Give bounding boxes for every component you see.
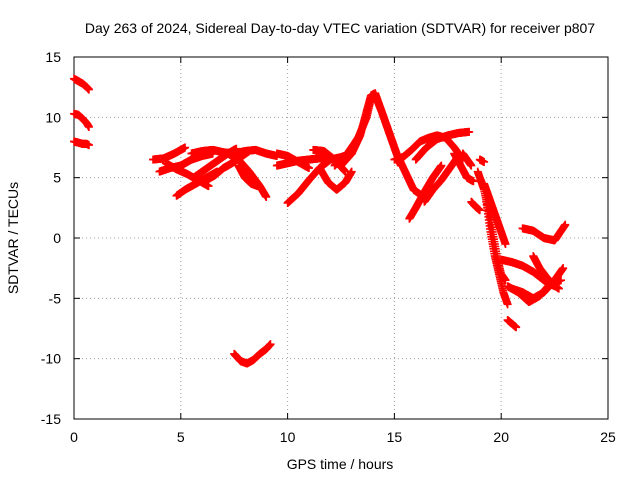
y-tick-label: 15 [45, 49, 61, 65]
x-tick-label: 10 [280, 429, 296, 445]
data-point [253, 182, 262, 191]
series-arc-02 [70, 109, 93, 131]
y-tick-label: 5 [53, 170, 61, 186]
series-arc-26 [458, 149, 476, 170]
data-point [304, 164, 313, 173]
series-arc-22 [411, 127, 474, 164]
data-point [501, 240, 510, 249]
series-arc-18 [315, 164, 356, 194]
series-arc-27 [475, 155, 489, 166]
y-tick-label: -10 [41, 351, 61, 367]
data-point [557, 276, 566, 285]
series-arc-28 [467, 197, 484, 215]
data-point [475, 206, 484, 215]
y-axis-label: SDTVAR / TECUs [5, 182, 21, 294]
x-tick-label: 0 [70, 429, 78, 445]
data-point [84, 141, 93, 150]
chart-title: Day 263 of 2024, Sidereal Day-to-day VTE… [85, 20, 595, 36]
y-tick-label: -5 [49, 290, 62, 306]
data-point [262, 192, 271, 201]
data-point [480, 157, 489, 166]
y-tick-labels: -15 -10 -5 0 5 10 15 [41, 49, 61, 427]
x-tick-labels: 0 5 10 15 20 25 [70, 429, 616, 445]
series-arc-13 [230, 340, 275, 368]
data-point [204, 182, 213, 191]
data-point [437, 161, 446, 170]
series-arc-04 [149, 143, 190, 164]
data-point [232, 144, 241, 153]
data-point [84, 85, 93, 94]
data-point [181, 143, 190, 152]
data-point [561, 220, 570, 229]
y-tick-label: -15 [41, 411, 61, 427]
x-axis-label: GPS time / hours [287, 456, 394, 472]
series-arc-31 [482, 197, 512, 309]
data-point [266, 340, 275, 349]
grid-lines [74, 57, 608, 419]
data-points [70, 74, 570, 368]
series-arc-25 [450, 149, 478, 186]
y-tick-label: 0 [53, 230, 61, 246]
x-tick-label: 25 [600, 429, 616, 445]
x-tick-label: 15 [387, 429, 403, 445]
data-point [467, 161, 476, 170]
series-arc-37 [529, 252, 563, 293]
axis-ticks [73, 56, 609, 420]
series-arc-01 [70, 74, 93, 94]
series-arc-24 [420, 151, 463, 206]
series-arc-35 [503, 276, 566, 306]
series-arc-12 [234, 161, 262, 191]
x-tick-label: 20 [493, 429, 509, 445]
data-point [559, 264, 568, 273]
series-arc-36 [518, 220, 570, 245]
data-point [347, 167, 356, 176]
series-arc-03 [70, 137, 93, 150]
data-point [512, 323, 521, 332]
data-point [469, 177, 478, 186]
data-point [465, 127, 474, 136]
x-tick-label: 5 [177, 429, 185, 445]
series-arc-33 [503, 316, 521, 332]
series-arc-23 [405, 161, 446, 223]
data-point [245, 147, 254, 156]
data-point [503, 300, 512, 309]
y-tick-label: 10 [45, 109, 61, 125]
data-point [554, 284, 563, 293]
data-point [84, 122, 93, 131]
